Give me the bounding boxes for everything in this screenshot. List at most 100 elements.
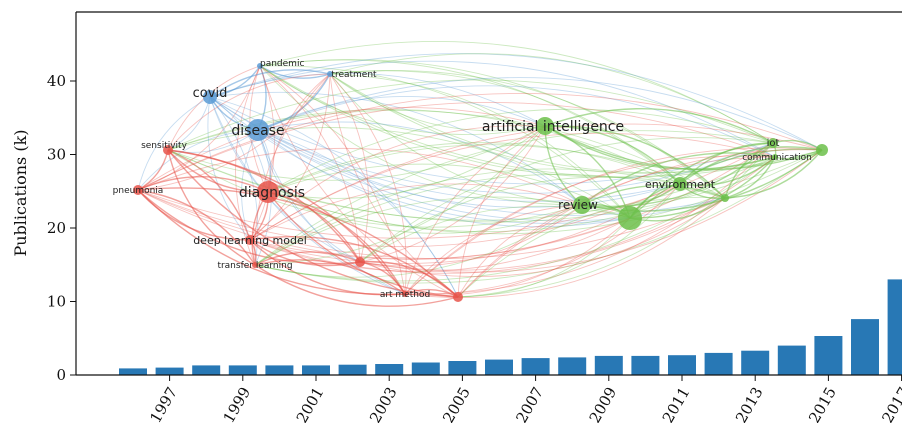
network-edge [249, 217, 631, 272]
network-node [536, 117, 554, 135]
network-edge [249, 183, 583, 241]
network-node [673, 177, 687, 191]
network-edge [137, 102, 776, 191]
network-edge [254, 125, 546, 266]
network-node [573, 196, 591, 214]
y-tick-label: 30 [47, 146, 66, 164]
network-edge [167, 149, 251, 241]
bar-1998 [192, 365, 221, 375]
network-edge [137, 129, 259, 191]
x-tick-label: 1997 [146, 384, 181, 423]
network-node-label: sensitivity [141, 141, 188, 151]
network-edge [329, 69, 726, 199]
network-node [618, 206, 642, 230]
network-edge [359, 205, 631, 263]
network-edge [259, 65, 406, 295]
network-node [252, 262, 258, 268]
network-edge [137, 176, 269, 193]
network-edge [167, 149, 583, 228]
network-edge [329, 73, 823, 174]
network-edge [257, 129, 726, 222]
network-edge [679, 146, 823, 185]
network-edge [259, 65, 331, 79]
network-node [257, 63, 263, 69]
network-edge [257, 129, 361, 263]
network-edge [254, 73, 331, 266]
network-edge [457, 196, 726, 298]
network-edge [267, 125, 546, 199]
network-edge [137, 73, 331, 191]
network-node [768, 138, 778, 148]
network-edge [267, 191, 583, 234]
network-edge [167, 149, 269, 193]
network-edge [257, 129, 681, 208]
network-edge [137, 183, 681, 248]
network-edge [249, 142, 774, 260]
network-node-label: review [558, 198, 598, 212]
x-tick-label: 1999 [220, 384, 255, 423]
network-edge [259, 65, 361, 263]
network-edge [259, 65, 546, 135]
network-edge [209, 91, 583, 206]
network-edge [329, 70, 681, 185]
network-edge [249, 65, 275, 241]
network-edge [209, 53, 823, 151]
network-edge [254, 264, 459, 307]
network-edge [209, 96, 459, 298]
keyword-network: pandemic covid treatment disease sensitivity… [113, 41, 828, 307]
network-node-label: diagnosis [239, 185, 305, 201]
network-edge [254, 173, 726, 266]
network-edge [249, 197, 726, 274]
network-edge [209, 96, 259, 266]
network-node [816, 144, 828, 156]
network-edge [359, 156, 776, 271]
network-edge [359, 137, 774, 263]
bar-2000 [265, 365, 294, 375]
network-node [245, 235, 255, 245]
y-tick-label: 0 [56, 366, 66, 384]
network-edge [249, 125, 546, 241]
network-edge [254, 156, 776, 282]
network-edge [259, 41, 774, 144]
network-edge [359, 149, 823, 273]
network-edge [257, 129, 631, 228]
network-node-label: iot [767, 138, 780, 149]
network-edge [257, 77, 823, 151]
y-axis-title: Publications (k) [11, 129, 30, 256]
network-node-label: communication [742, 153, 812, 163]
bar-2006 [485, 359, 513, 375]
network-edge [167, 79, 774, 151]
network-edge [257, 96, 546, 131]
network-edge [724, 149, 823, 199]
network-edge [457, 142, 774, 298]
network-edge [267, 156, 776, 233]
network-edge [137, 147, 583, 206]
bar-2008 [558, 357, 587, 375]
network-edge [209, 72, 546, 127]
network-edge [241, 129, 259, 241]
network-edge [329, 73, 546, 132]
bar-2011 [668, 355, 696, 375]
x-tick-label: 2001 [293, 384, 328, 423]
network-edge [259, 65, 631, 219]
network-edge [167, 149, 256, 266]
network-edge [457, 217, 631, 298]
network-node [203, 90, 217, 104]
network-edge [457, 204, 583, 298]
network-edge [249, 132, 776, 241]
x-tick-label: 2017 [878, 384, 902, 423]
network-edge [249, 239, 406, 296]
bar-2005 [448, 361, 477, 375]
x-tick-label: 2003 [366, 384, 401, 423]
network-edge [724, 156, 776, 199]
network-edge [259, 59, 681, 185]
network-edge [329, 73, 583, 206]
network-edge [209, 96, 406, 295]
network-node [402, 291, 408, 297]
network-edge [249, 123, 823, 241]
network-edge [209, 96, 681, 202]
network-edge [257, 121, 583, 206]
network-edge [259, 65, 459, 298]
network-edge [257, 85, 776, 158]
bar-1996 [119, 368, 147, 375]
